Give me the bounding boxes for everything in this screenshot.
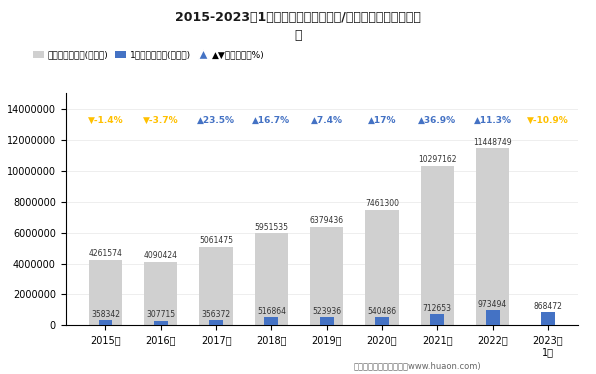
Text: 7461300: 7461300 <box>365 199 399 208</box>
Bar <box>320 317 334 325</box>
Bar <box>310 227 343 325</box>
Bar <box>144 262 178 325</box>
Text: 523936: 523936 <box>312 307 342 316</box>
Text: 358342: 358342 <box>91 310 120 319</box>
Legend: 累计进出口总额(万美元), 1月进出口总额(万美元), ▲▼同比增长（%): 累计进出口总额(万美元), 1月进出口总额(万美元), ▲▼同比增长（%) <box>29 47 269 63</box>
Text: 868472: 868472 <box>533 302 563 311</box>
Bar <box>375 317 389 325</box>
Bar <box>421 166 454 325</box>
Text: ▼-1.4%: ▼-1.4% <box>88 116 123 125</box>
Bar <box>254 233 288 325</box>
Bar <box>365 210 399 325</box>
Bar <box>486 310 499 325</box>
Bar <box>89 260 122 325</box>
Bar <box>98 320 113 325</box>
Text: ▲11.3%: ▲11.3% <box>474 116 511 125</box>
Text: 制图：华经产业研究院（www.huaon.com): 制图：华经产业研究院（www.huaon.com) <box>353 361 481 370</box>
Text: ▼-10.9%: ▼-10.9% <box>527 116 569 125</box>
Text: 10297162: 10297162 <box>418 155 457 164</box>
Bar <box>265 318 278 325</box>
Text: 5951535: 5951535 <box>254 223 288 232</box>
Text: ▲7.4%: ▲7.4% <box>311 116 343 125</box>
Text: 307715: 307715 <box>146 310 175 319</box>
Text: 4090424: 4090424 <box>144 251 178 260</box>
Bar <box>541 312 555 325</box>
Text: 5061475: 5061475 <box>199 236 233 245</box>
Bar <box>154 321 167 325</box>
Text: ▲36.9%: ▲36.9% <box>418 116 457 125</box>
Text: 516864: 516864 <box>257 307 286 316</box>
Text: 973494: 973494 <box>478 300 507 309</box>
Bar <box>476 148 509 325</box>
Text: ▼-3.7%: ▼-3.7% <box>143 116 179 125</box>
Text: 2015-2023年1月安徽省（境内目的地/货源地）进出口总额统
计: 2015-2023年1月安徽省（境内目的地/货源地）进出口总额统 计 <box>175 11 421 42</box>
Text: 540486: 540486 <box>367 307 396 316</box>
Text: 11448749: 11448749 <box>473 138 512 147</box>
Bar <box>209 320 223 325</box>
Bar <box>430 315 444 325</box>
Text: 356372: 356372 <box>201 310 231 319</box>
Bar <box>200 247 232 325</box>
Text: 4261574: 4261574 <box>89 249 122 258</box>
Text: ▲23.5%: ▲23.5% <box>197 116 235 125</box>
Text: 6379436: 6379436 <box>309 216 344 225</box>
Text: ▲17%: ▲17% <box>368 116 396 125</box>
Text: ▲16.7%: ▲16.7% <box>252 116 290 125</box>
Text: 712653: 712653 <box>423 304 452 313</box>
